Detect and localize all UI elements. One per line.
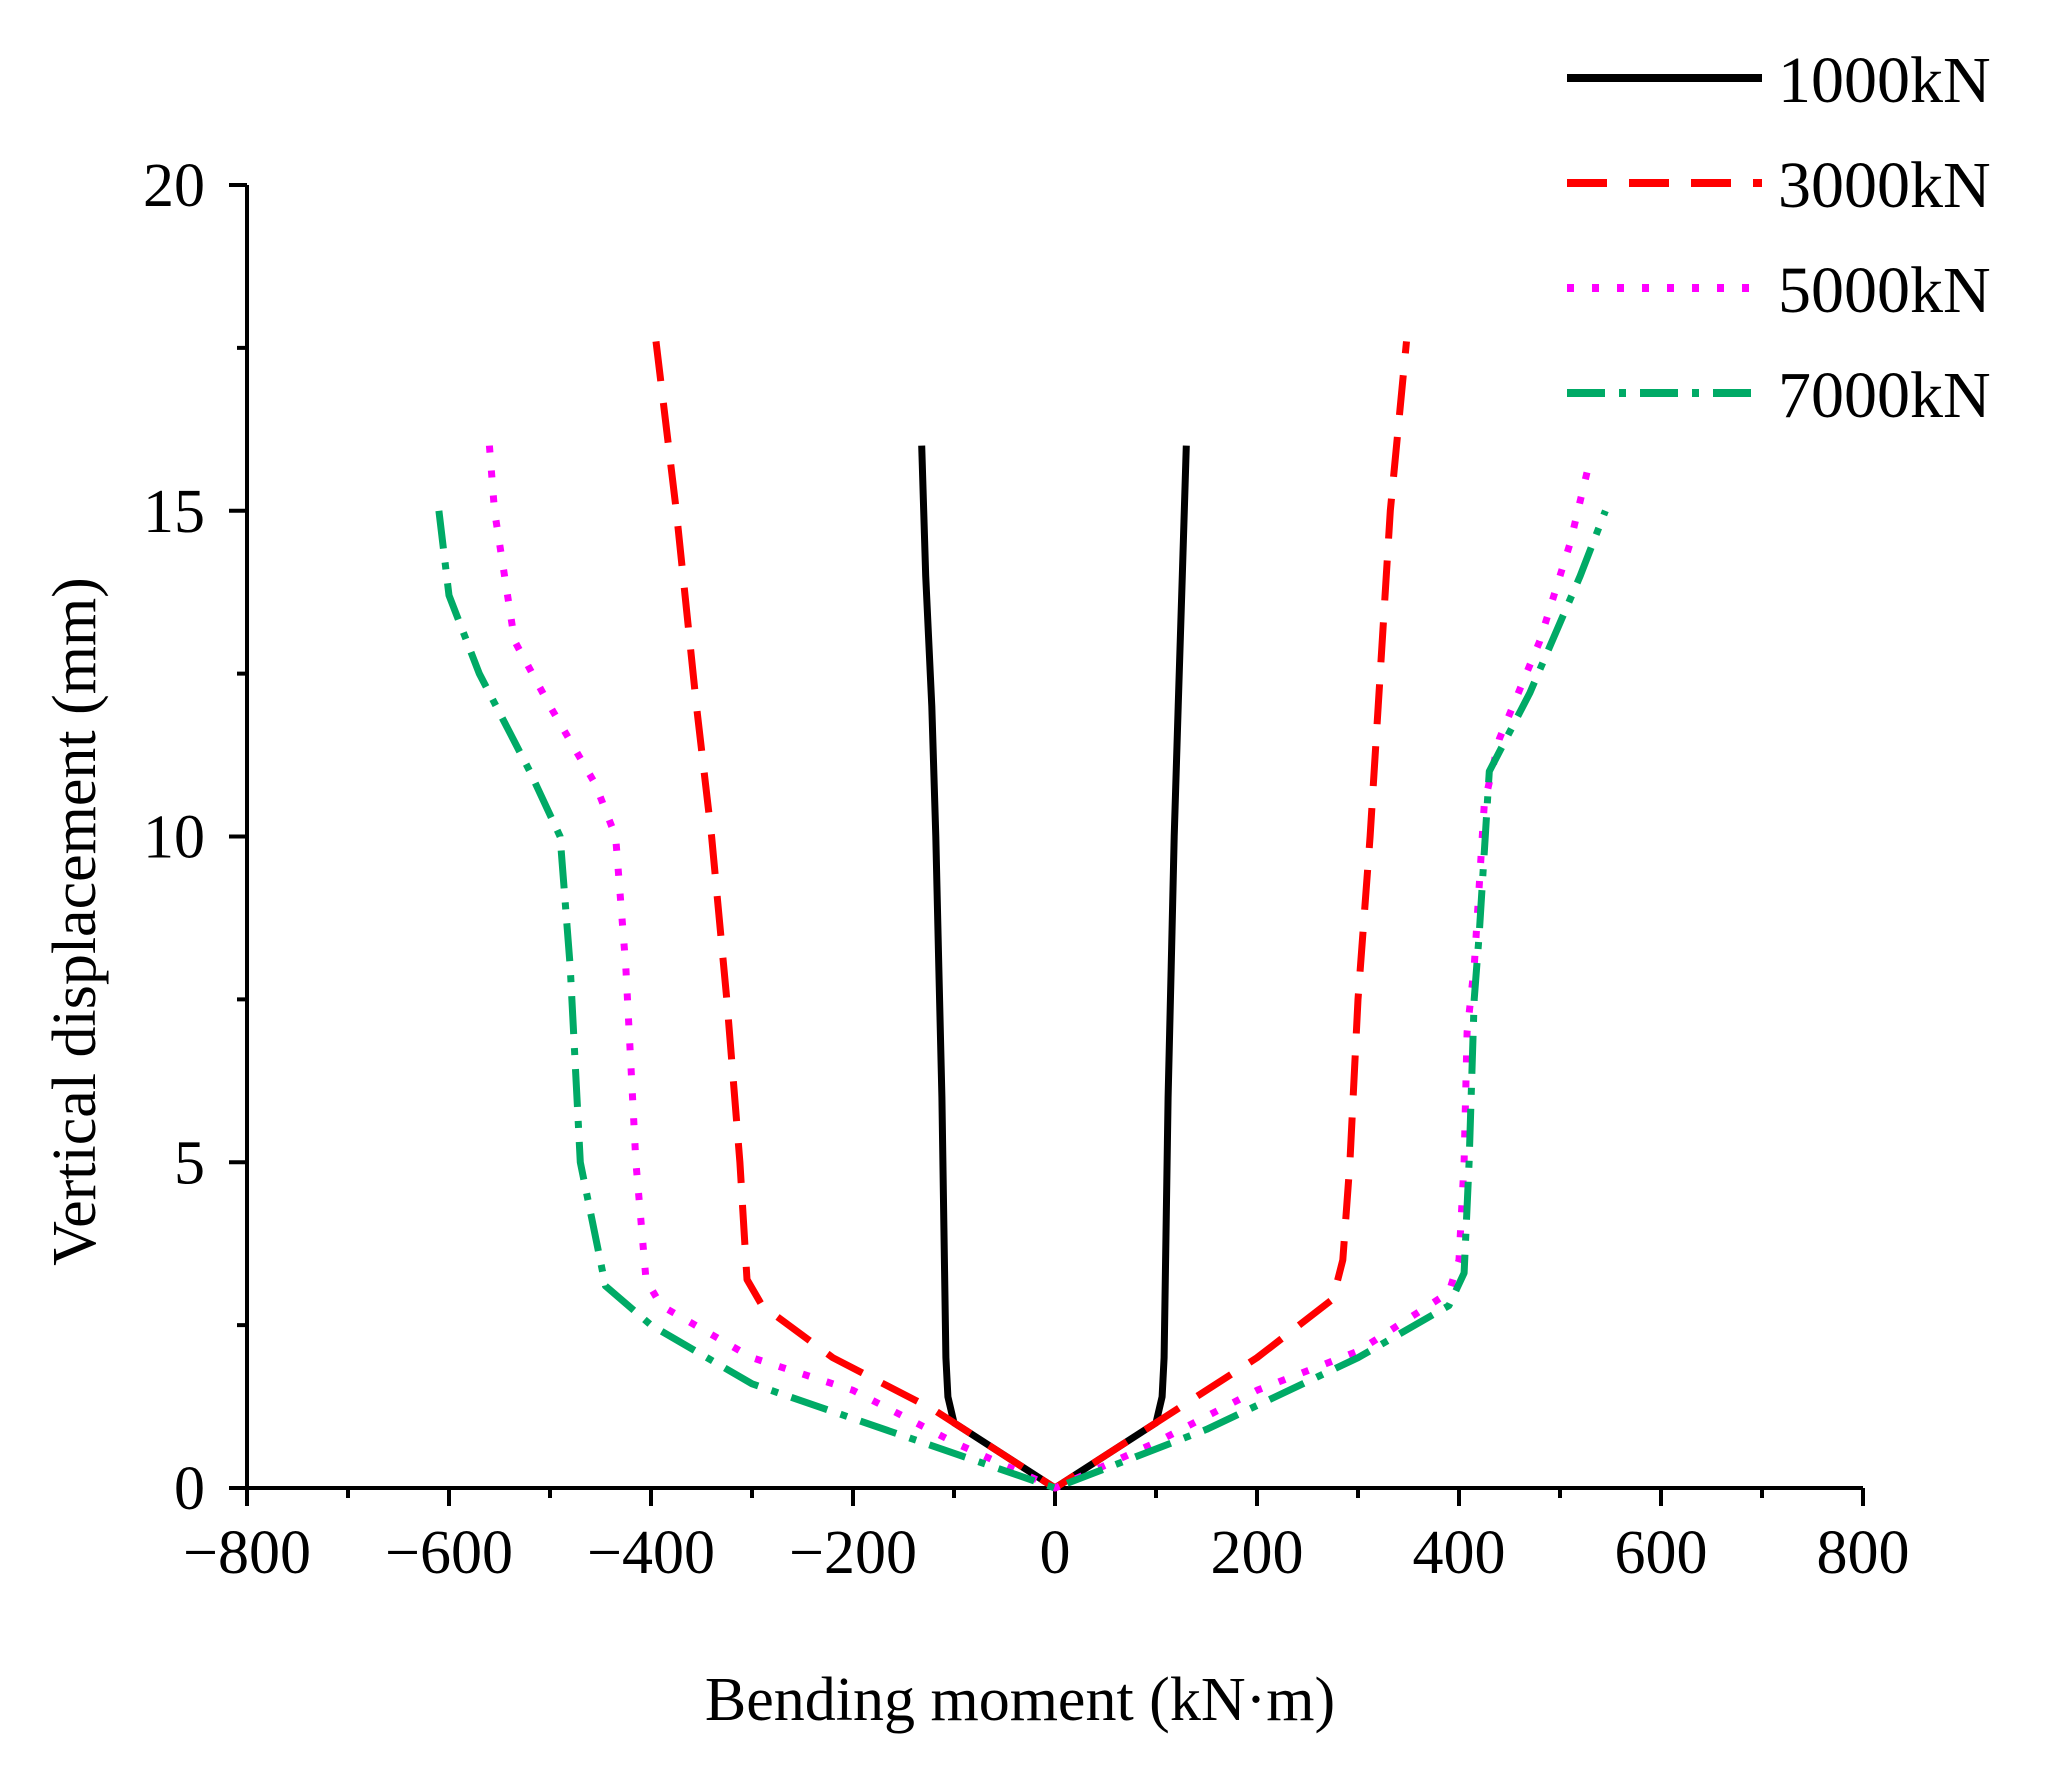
legend: 1000kN 3000kN 5000kN 7000kN (1567, 44, 1991, 432)
x-tick-label: 200 (1211, 1519, 1304, 1587)
y-tick-label: 15 (143, 478, 205, 546)
y-tick-label: 20 (143, 152, 205, 220)
x-tick-label: 400 (1413, 1519, 1506, 1587)
series-line-3000kN (652, 340, 1410, 1492)
x-tick-label: 0 (1040, 1519, 1071, 1587)
x-tick-label: 600 (1615, 1519, 1708, 1587)
x-tick-label: −800 (183, 1519, 311, 1587)
y-tick-label: 10 (143, 804, 205, 872)
y-axis-title: Vertical displacement (mm) (41, 577, 109, 1266)
series-lines (435, 340, 1609, 1492)
y-tick-label: 5 (174, 1129, 205, 1197)
x-tick-label: 800 (1817, 1519, 1910, 1587)
plot-area: −800 −600 −400 −200 0 200 400 600 800 0 5 10 15 20 (143, 152, 1910, 1587)
axis-ticks: −800 −600 −400 −200 0 200 400 600 800 0 5 10 15 20 (143, 152, 1910, 1587)
x-tick-label: −200 (789, 1519, 917, 1587)
x-tick-label: −400 (587, 1519, 715, 1587)
series-line-5000kN (485, 445, 1594, 1492)
legend-label-7000kN: 7000kN (1778, 359, 1991, 432)
series-line-1000kN (918, 445, 1190, 1492)
legend-label-5000kN: 5000kN (1778, 254, 1991, 327)
y-tick-label: 0 (174, 1455, 205, 1523)
legend-label-3000kN: 3000kN (1778, 149, 1991, 222)
x-axis-title: Bending moment (kN·m) (705, 1666, 1335, 1734)
x-tick-label: −600 (385, 1519, 513, 1587)
legend-label-1000kN: 1000kN (1778, 44, 1991, 117)
series-line-7000kN (435, 509, 1609, 1492)
